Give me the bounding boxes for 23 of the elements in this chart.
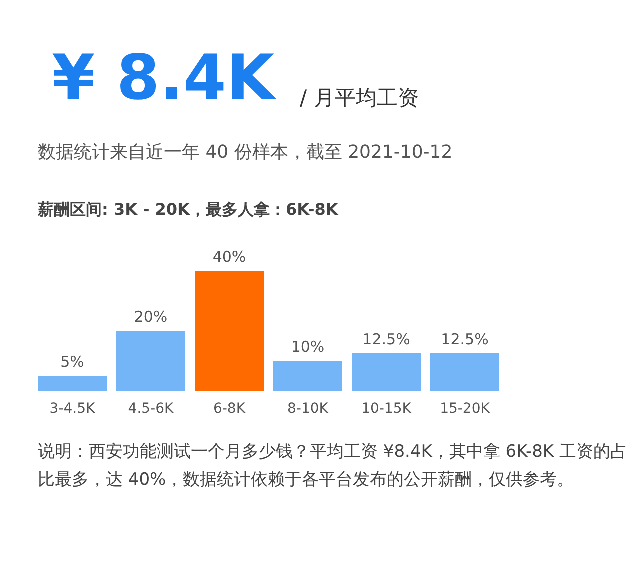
bar [352, 354, 421, 391]
bar [116, 331, 186, 391]
chart-title: ¥ 8.4K [52, 40, 275, 116]
text: 薪酬区间: 3K - 20K，最多人拿：6K-8K [38, 200, 338, 221]
x-tick-label: 15-20K [440, 401, 491, 417]
chart-subtitle: / 月平均工资 [300, 85, 419, 112]
data-label: 40% [212, 248, 246, 266]
bar [430, 354, 500, 391]
x-tick-label: 3-4.5K [50, 401, 96, 417]
data-label: 12.5% [362, 330, 410, 348]
x-tick-label: 6-8K [213, 401, 246, 417]
x-tick-label: 8-10K [288, 401, 330, 417]
x-tick-label: 10-15K [362, 401, 412, 417]
data-label: 5% [60, 353, 84, 371]
text: 数据统计来自近一年 40 份样本，截至 2021-10-12 [38, 141, 453, 164]
bar [195, 271, 264, 391]
data-label: 10% [291, 338, 325, 356]
data-label: 20% [134, 308, 168, 326]
x-tick-label: 4.5-6K [128, 401, 175, 417]
data-label: 12.5% [441, 330, 489, 348]
bar [274, 361, 342, 391]
bar [38, 376, 107, 391]
text: 说明：西安功能测试一个月多少钱？平均工资 ¥8.4K，其中拿 6K-8K 工资的占比最多，达 40%，数据统计依赖于各平台发布的公开薪酬，仅供参考。 [38, 441, 628, 492]
